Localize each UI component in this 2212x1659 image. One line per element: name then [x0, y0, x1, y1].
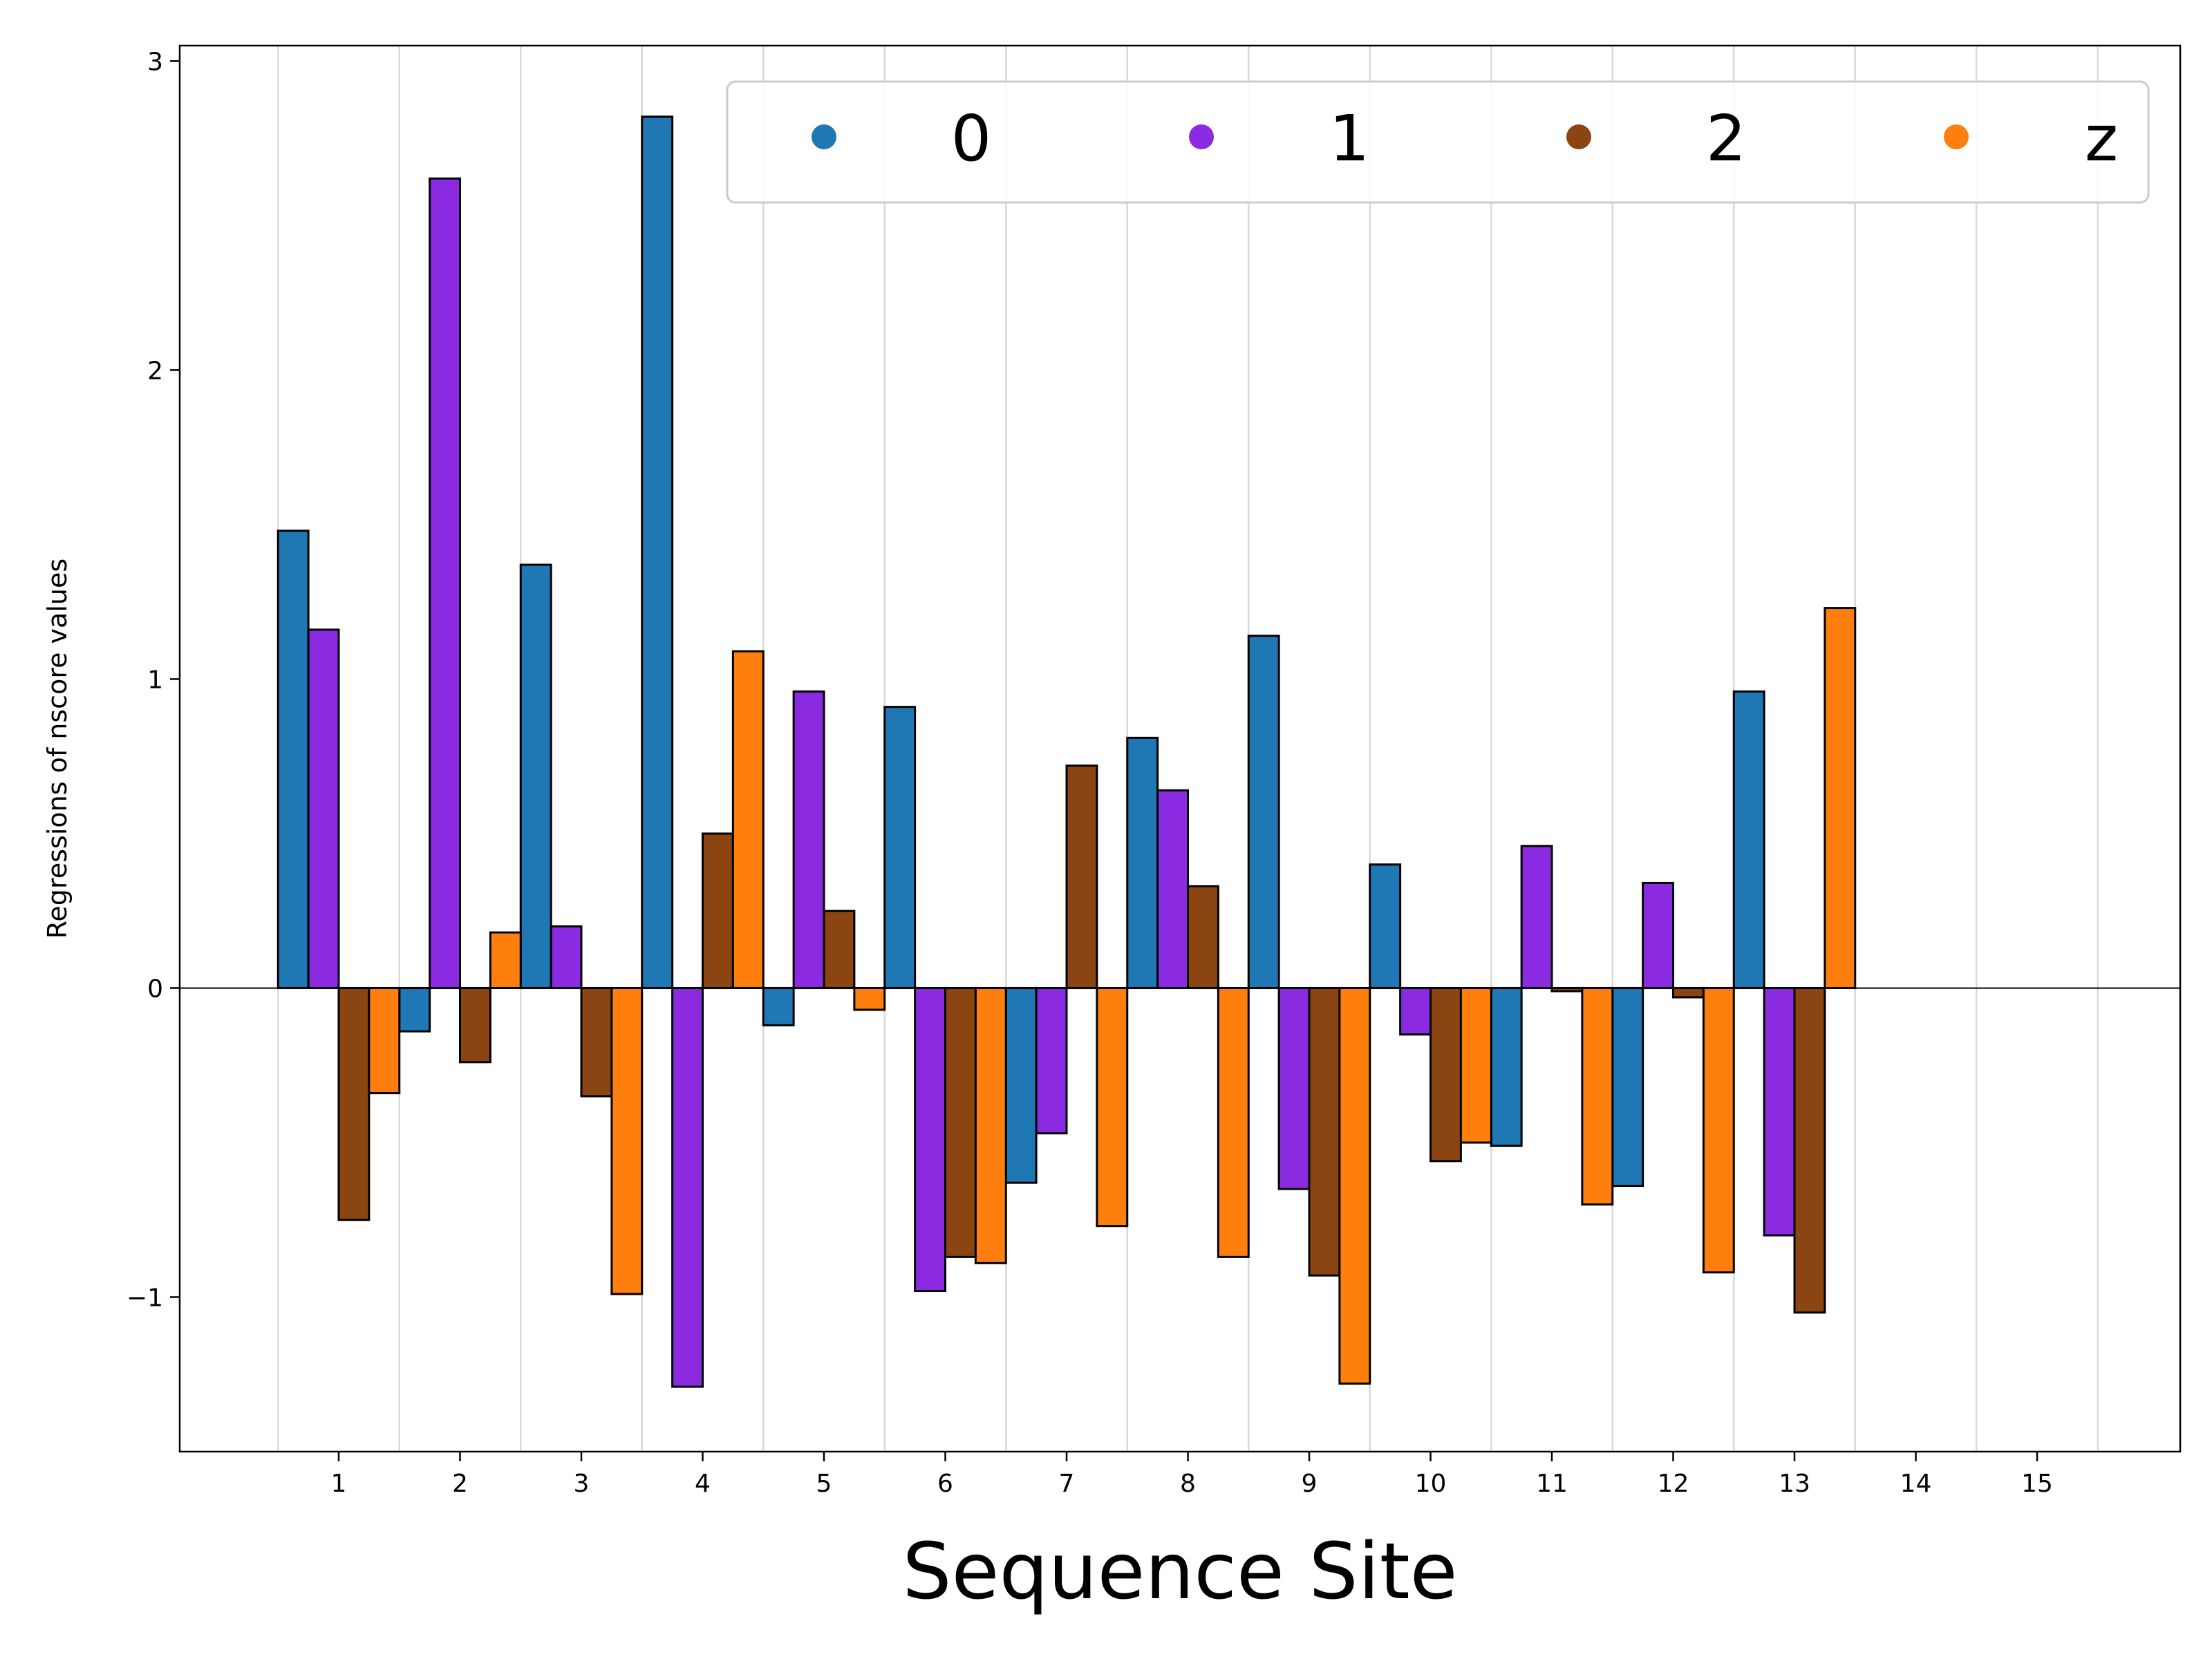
y-tick-label: 2: [147, 357, 163, 385]
legend-label-1: 1: [1329, 102, 1370, 176]
bar-series-z-site-6: [974, 986, 1007, 1264]
bar-series-z-site-7: [1096, 986, 1129, 1228]
bar-series-1-site-7: [1035, 986, 1068, 1135]
bar-series-0-site-12: [1611, 986, 1644, 1188]
x-tick-label: 15: [2021, 1470, 2053, 1498]
y-tick-label: 0: [147, 975, 163, 1003]
y-tick-label: 3: [147, 48, 163, 76]
x-axis-ticks: 1 2 3 4 5 6 7 8 9 10 11 12 13 14 15: [331, 1452, 2053, 1498]
bar-series-z-site-1: [368, 986, 401, 1094]
bar-series-z-site-13: [1824, 607, 1857, 989]
bar-series-0-site-13: [1732, 690, 1765, 989]
y-axis-label: Regressions of nscore values: [42, 559, 73, 939]
bar-series-2-site-3: [580, 986, 613, 1098]
bar-series-0-site-2: [398, 986, 431, 1033]
bar-series-2-site-11: [1550, 986, 1584, 993]
x-tick-label: 3: [574, 1470, 590, 1498]
legend-label-0: 0: [951, 102, 992, 176]
y-tick-label: −1: [126, 1284, 163, 1312]
bar-series-1-site-10: [1399, 986, 1432, 1036]
legend-marker-2: [1566, 124, 1591, 149]
x-tick-label: 1: [331, 1470, 347, 1498]
bar-series-2-site-12: [1672, 986, 1705, 999]
bar-series-1-site-1: [307, 628, 340, 989]
x-tick-label: 12: [1658, 1470, 1689, 1498]
bar-series-0-site-10: [1369, 863, 1402, 989]
bar-series-2-site-1: [337, 986, 371, 1221]
bar-series-z-site-3: [610, 986, 644, 1295]
legend-box: [726, 80, 2150, 204]
bar-series-2-site-8: [1187, 885, 1219, 989]
bar-series-2-site-6: [944, 986, 977, 1258]
bar-series-2-site-2: [459, 986, 491, 1064]
bar-series-z-site-12: [1702, 986, 1735, 1274]
bar-series-1-site-9: [1277, 986, 1311, 1190]
bar-series-2-site-13: [1793, 986, 1826, 1314]
bar-series-0-site-4: [641, 115, 674, 989]
bar-series-z-site-5: [853, 986, 886, 1011]
bar-series-1-site-4: [671, 986, 704, 1388]
x-tick-label: 2: [452, 1470, 468, 1498]
bar-series-z-site-4: [731, 650, 765, 989]
y-tick-label: 1: [147, 666, 163, 694]
x-tick-label: 10: [1415, 1470, 1447, 1498]
x-tick-label: 11: [1536, 1470, 1568, 1498]
legend-label-2: 2: [1706, 102, 1747, 176]
bar-series-2-site-7: [1065, 765, 1098, 989]
x-tick-label: 4: [695, 1470, 711, 1498]
bar-series-1-site-3: [550, 925, 583, 989]
bar-series-1-site-8: [1156, 789, 1189, 989]
x-tick-label: 14: [1900, 1470, 1932, 1498]
bar-series-0-site-9: [1247, 635, 1280, 989]
bar-series-z-site-10: [1459, 986, 1492, 1144]
bar-series-1-site-13: [1763, 986, 1796, 1237]
x-tick-label: 5: [816, 1470, 832, 1498]
bar-series-2-site-4: [702, 832, 734, 989]
bar-series-1-site-2: [429, 177, 461, 989]
bar-series-2-site-9: [1308, 986, 1341, 1277]
bar-series-0-site-11: [1490, 986, 1523, 1147]
x-tick-label: 7: [1059, 1470, 1075, 1498]
bar-series-z-site-8: [1217, 986, 1250, 1258]
bar-series-z-site-2: [489, 931, 522, 989]
bar-series-0-site-5: [762, 986, 795, 1027]
bar-series-2-site-10: [1430, 986, 1462, 1163]
bar-series-z-site-11: [1581, 986, 1614, 1206]
y-axis-ticks: −1 0 1 2 3: [126, 48, 180, 1312]
legend-marker-0: [812, 124, 836, 149]
bars: [276, 115, 1857, 1388]
legend: 0 1 2 z: [726, 80, 2150, 204]
x-axis-label: Sequence Site: [902, 1527, 1457, 1617]
bar-series-1-site-5: [792, 690, 825, 989]
x-tick-label: 6: [937, 1470, 953, 1498]
plot-frame: [178, 44, 2182, 1453]
bar-series-0-site-3: [519, 563, 552, 989]
legend-label-z: z: [2085, 102, 2118, 176]
bar-series-1-site-6: [914, 986, 946, 1293]
bar-series-1-site-11: [1520, 845, 1553, 989]
bar-series-z-site-9: [1338, 986, 1371, 1385]
legend-marker-z: [1944, 124, 1969, 149]
x-tick-label: 9: [1302, 1470, 1318, 1498]
legend-marker-1: [1189, 124, 1214, 149]
bar-series-2-site-5: [823, 910, 856, 989]
bar-series-1-site-12: [1642, 881, 1674, 989]
x-tick-label: 13: [1779, 1470, 1810, 1498]
bar-series-0-site-8: [1126, 736, 1159, 989]
bar-series-0-site-7: [1004, 986, 1038, 1184]
bar-series-0-site-1: [276, 529, 310, 989]
x-tick-label: 8: [1180, 1470, 1196, 1498]
bar-series-0-site-6: [883, 706, 917, 989]
